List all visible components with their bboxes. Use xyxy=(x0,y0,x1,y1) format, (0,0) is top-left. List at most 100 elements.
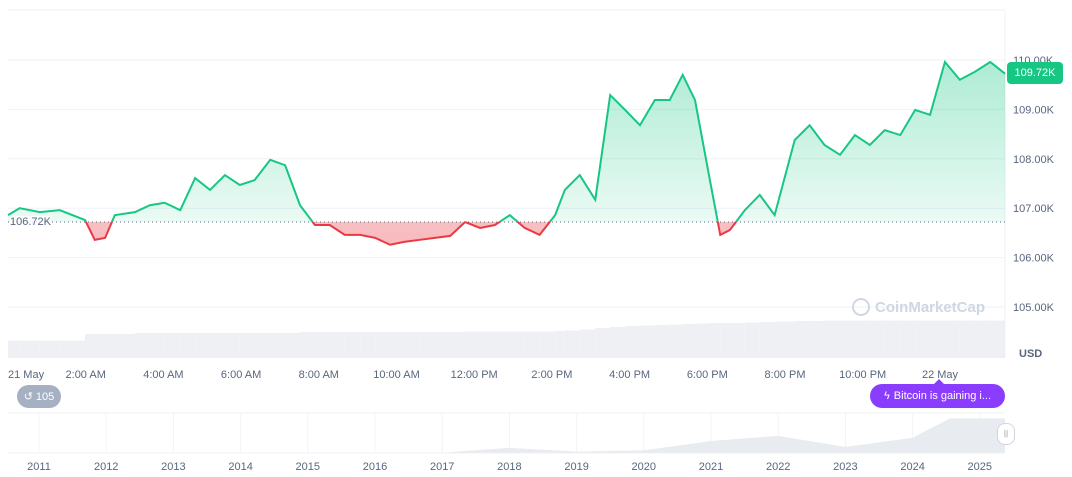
y-tick-label: 106.00K xyxy=(1013,253,1055,265)
volume-bar xyxy=(39,340,60,358)
price-line-up xyxy=(7,59,1006,223)
watermark: CoinMarketCap xyxy=(852,298,985,316)
volume-bar xyxy=(900,320,916,358)
volume-bar xyxy=(854,320,870,358)
navigator-tick-label: 2021 xyxy=(699,461,723,473)
volume-bar xyxy=(19,340,40,358)
x-tick-label: 6:00 AM xyxy=(221,369,261,381)
news-pill-button[interactable]: ϟ Bitcoin is gaining i... xyxy=(870,379,1005,408)
navigator-tick-label: 2018 xyxy=(497,461,521,473)
volume-bar xyxy=(610,327,626,358)
volume-bar xyxy=(564,330,580,358)
volume-bar xyxy=(884,320,901,358)
volume-bar xyxy=(390,332,405,358)
volume-bar xyxy=(419,332,435,358)
volume-bar xyxy=(314,332,330,358)
x-tick-label: 8:00 PM xyxy=(765,369,806,381)
navigator-tick-label: 2017 xyxy=(430,461,454,473)
volume-bar xyxy=(729,323,745,358)
volume-bar xyxy=(824,320,841,358)
volume-bar xyxy=(59,340,86,358)
x-tick-label: 4:00 AM xyxy=(143,369,183,381)
volume-bar xyxy=(959,320,975,358)
volume-bar xyxy=(254,333,271,358)
x-tick-label: 10:00 PM xyxy=(839,369,886,381)
volume-bar xyxy=(434,332,451,358)
navigator-tick-label: 2016 xyxy=(363,461,387,473)
volume-bar xyxy=(555,331,565,358)
x-tick-label: 10:00 AM xyxy=(373,369,419,381)
volume-bar xyxy=(8,340,20,358)
volume-bar xyxy=(639,325,655,358)
volume-bar xyxy=(809,321,825,358)
history-button[interactable]: ↺ 105 xyxy=(17,385,61,408)
x-tick-label: 2:00 AM xyxy=(66,369,106,381)
baseline-label: 106.72K xyxy=(10,216,51,228)
volume-bar xyxy=(360,332,376,358)
current-price-badge: 109.72K xyxy=(1007,62,1063,84)
volume-bar xyxy=(625,326,640,358)
x-tick-label: 6:00 PM xyxy=(687,369,728,381)
navigator-area xyxy=(8,418,1005,453)
x-tick-label: 8:00 AM xyxy=(299,369,339,381)
navigator-tick-label: 2024 xyxy=(900,461,924,473)
navigator-tick-label: 2020 xyxy=(632,461,656,473)
price-area-up xyxy=(8,61,1006,223)
history-count: 105 xyxy=(35,390,55,403)
volume-bar xyxy=(149,333,165,358)
volume-bar xyxy=(720,323,730,358)
volume-bar xyxy=(794,321,810,358)
volume-bar xyxy=(694,323,710,358)
navigator-tick-label: 2012 xyxy=(94,461,118,473)
y-tick-label: 107.00K xyxy=(1013,203,1055,215)
volume-bar xyxy=(869,320,885,358)
price-area-down xyxy=(8,222,1006,245)
volume-bar xyxy=(270,333,286,358)
volume-bar xyxy=(404,332,420,358)
volume-bar xyxy=(709,323,721,358)
volume-bar xyxy=(465,331,481,358)
volume-bar xyxy=(300,332,315,358)
currency-label: USD xyxy=(1019,348,1043,360)
lightning-icon: ϟ xyxy=(883,390,890,402)
navigator-tick-label: 2023 xyxy=(833,461,857,473)
volume-bar xyxy=(239,333,255,358)
volume-bar xyxy=(224,333,240,358)
volume-bar xyxy=(595,328,611,358)
navigator-tick-label: 2025 xyxy=(968,461,992,473)
volume-bar xyxy=(285,333,301,358)
navigator-handle[interactable]: || xyxy=(997,423,1015,445)
x-tick-label: 12:00 PM xyxy=(451,369,498,381)
y-tick-label: 108.00K xyxy=(1013,154,1055,166)
navigator-tick-label: 2015 xyxy=(296,461,320,473)
volume-bar xyxy=(494,331,510,358)
volume-bar xyxy=(105,334,115,358)
volume-bar xyxy=(654,325,670,358)
volume-bar xyxy=(480,331,495,358)
volume-bar xyxy=(164,333,181,358)
volume-bar xyxy=(134,333,150,358)
x-tick-label: 2:00 PM xyxy=(531,369,572,381)
volume-bar xyxy=(990,320,1006,358)
news-label: Bitcoin is gaining i... xyxy=(893,390,992,402)
y-tick-label: 109.00K xyxy=(1013,104,1055,116)
volume-bar xyxy=(195,333,211,358)
volume-bar xyxy=(669,324,683,358)
volume-bar xyxy=(509,331,525,358)
x-tick-label: 22 May xyxy=(922,369,959,381)
volume-bar xyxy=(85,334,95,358)
volume-bar xyxy=(915,320,931,358)
volume-bar xyxy=(539,331,556,358)
volume-bar xyxy=(930,320,945,358)
volume-bar xyxy=(329,332,345,358)
volume-bar xyxy=(682,324,695,358)
volume-bar xyxy=(524,331,540,358)
watermark-text: CoinMarketCap xyxy=(875,298,986,316)
volume-bar xyxy=(759,322,775,358)
volume-bar xyxy=(774,321,795,358)
volume-bar xyxy=(94,334,106,358)
volume-bar xyxy=(944,320,960,358)
navigator-tick-label: 2019 xyxy=(564,461,588,473)
coinmarketcap-logo-icon xyxy=(852,298,870,316)
volume-bar xyxy=(744,322,760,358)
